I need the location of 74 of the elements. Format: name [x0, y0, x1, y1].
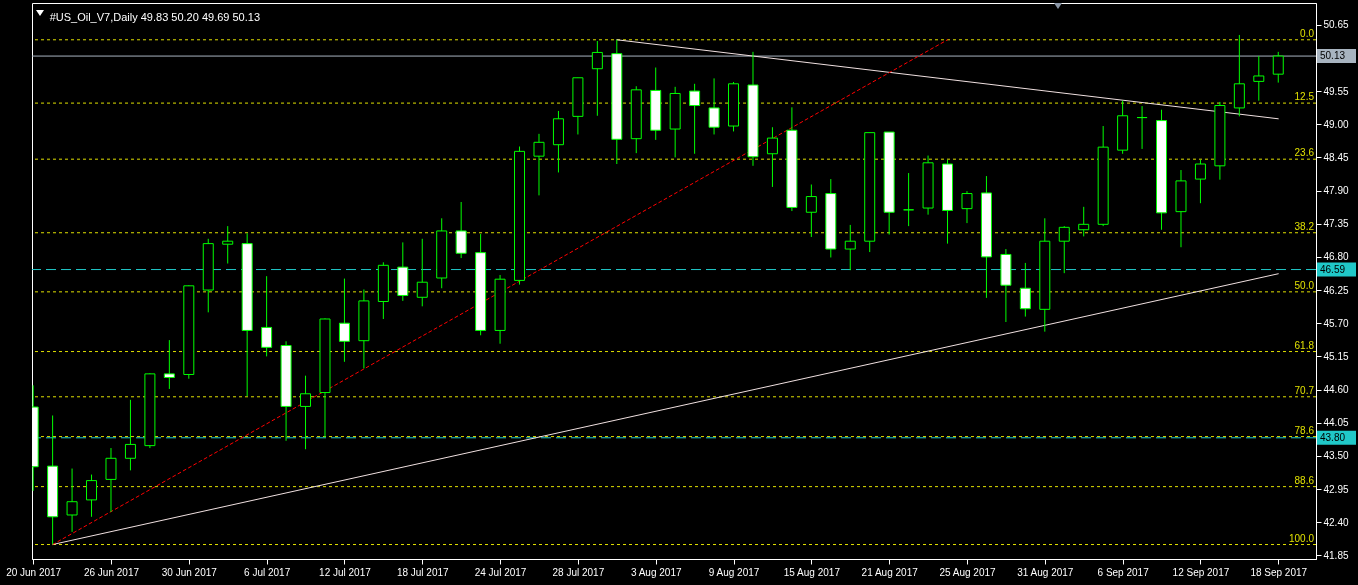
x-tick-label: 18 Jul 2017 [396, 566, 450, 578]
y-tick-label: 49.55 [1323, 85, 1349, 97]
candlestick [533, 133, 545, 196]
ref-line-label: 50.13 [1320, 50, 1346, 62]
x-tick-label: 21 Aug 2017 [861, 566, 919, 578]
candlestick [805, 184, 817, 238]
candlestick [1272, 51, 1284, 84]
candlestick [689, 83, 701, 155]
x-tick-label: 31 Aug 2017 [1017, 566, 1074, 578]
x-tick-label: 26 Jun 2017 [83, 566, 140, 578]
y-tick-label: 44.60 [1323, 384, 1349, 396]
y-tick-label: 42.95 [1323, 483, 1349, 495]
y-tick-label: 47.90 [1323, 185, 1349, 197]
candlestick [961, 190, 973, 224]
x-tick-label: 24 Jul 2017 [474, 566, 527, 578]
candlestick [1019, 262, 1031, 318]
y-tick-label: 45.15 [1323, 350, 1349, 362]
x-tick-label: 28 Jul 2017 [552, 566, 605, 578]
candlestick [338, 278, 350, 363]
text: #US_Oil_V7,Daily 49.83 50.20 49.69 50.13 [49, 11, 261, 23]
y-tick-label: 47.35 [1323, 218, 1349, 230]
x-tick-label: 6 Jul 2017 [244, 566, 291, 578]
x-tick-label: 30 Jun 2017 [161, 566, 218, 578]
annotation: 50.0 [1294, 279, 1315, 291]
y-tick-label: 50.65 [1323, 19, 1349, 31]
candlestick [1194, 159, 1206, 204]
x-tick-label: 6 Sep 2017 [1097, 566, 1150, 578]
candlestick [261, 275, 273, 357]
x-tick-label: 20 Jun 2017 [6, 566, 62, 578]
candlestick [903, 172, 915, 227]
candlestick [708, 77, 720, 135]
candlestick [300, 375, 312, 450]
annotation: 88.6 [1294, 474, 1315, 486]
y-tick-label: 46.25 [1323, 284, 1349, 296]
y-tick-label: 42.40 [1323, 516, 1349, 528]
annotation: 23.6 [1294, 147, 1315, 159]
candlestick [163, 339, 175, 390]
candlestick [766, 126, 778, 188]
ref-line-label: 46.59 [1320, 263, 1346, 275]
candlestick [124, 399, 136, 471]
y-tick-label: 46.80 [1323, 251, 1349, 263]
annotation: 12.5 [1294, 91, 1315, 103]
ref-line-label: 43.80 [1320, 431, 1346, 443]
candlestick [105, 447, 117, 513]
candlestick [86, 474, 98, 518]
y-tick-label: 48.45 [1323, 151, 1349, 163]
candlestick [455, 201, 467, 259]
annotation: 0.0 [1300, 27, 1315, 39]
annotation: 38.2 [1294, 220, 1315, 232]
x-tick-label: 25 Aug 2017 [939, 566, 997, 578]
y-tick-label: 41.85 [1323, 549, 1349, 561]
candlestick [222, 225, 234, 265]
annotation: 70.7 [1294, 384, 1315, 396]
x-tick-label: 3 Aug 2017 [630, 566, 682, 578]
candlestick [1136, 105, 1148, 150]
y-tick-label: 49.00 [1323, 118, 1349, 130]
candlestick [591, 40, 603, 117]
x-tick-label: 12 Sep 2017 [1172, 566, 1230, 578]
annotation: 78.6 [1294, 424, 1315, 436]
candlestick [416, 238, 428, 307]
x-tick-label: 18 Sep 2017 [1250, 566, 1308, 578]
y-tick-label: 43.50 [1323, 450, 1349, 462]
x-tick-label: 12 Jul 2017 [319, 566, 372, 578]
x-tick-label: 9 Aug 2017 [708, 566, 760, 578]
candlestick [66, 468, 78, 533]
candlestick [1253, 55, 1265, 102]
y-tick-label: 44.05 [1323, 417, 1349, 429]
candlestick [844, 224, 856, 271]
annotation: 100.0 [1288, 532, 1315, 544]
x-tick-label: 15 Aug 2017 [783, 566, 841, 578]
candlestick [1058, 225, 1070, 274]
annotation: 61.8 [1294, 339, 1315, 351]
y-tick-label: 45.70 [1323, 317, 1349, 329]
candlestick [1078, 206, 1090, 237]
